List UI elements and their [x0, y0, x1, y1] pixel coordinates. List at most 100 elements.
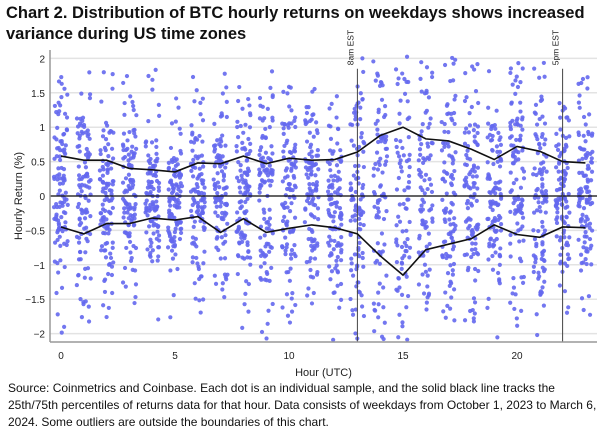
data-point: [218, 256, 223, 261]
data-point: [520, 198, 525, 203]
data-point: [400, 324, 405, 329]
data-point: [156, 188, 162, 193]
data-point: [359, 304, 365, 309]
data-point: [463, 162, 468, 167]
data-point: [462, 141, 468, 146]
data-point: [283, 193, 288, 198]
data-point: [130, 177, 135, 183]
data-point: [199, 205, 204, 210]
data-point: [493, 180, 498, 186]
data-point: [196, 266, 202, 272]
data-point: [494, 228, 499, 233]
data-point: [219, 215, 224, 220]
data-point: [381, 216, 387, 222]
data-point: [424, 244, 429, 249]
data-point: [474, 250, 480, 256]
data-point: [420, 272, 425, 277]
data-point: [419, 209, 424, 214]
data-point: [173, 163, 179, 168]
data-point: [154, 199, 159, 204]
data-point: [467, 110, 472, 116]
data-point: [589, 160, 595, 165]
data-point: [266, 308, 271, 313]
data-point: [417, 236, 422, 241]
data-point: [148, 244, 153, 249]
data-point: [192, 281, 197, 286]
data-point: [62, 86, 67, 91]
data-point: [198, 310, 203, 315]
data-point: [245, 240, 250, 245]
data-point: [327, 243, 332, 248]
data-point: [287, 278, 292, 283]
data-point: [270, 94, 275, 100]
data-point: [360, 97, 365, 102]
data-point: [394, 223, 399, 228]
data-point: [449, 295, 454, 300]
data-point: [376, 107, 381, 112]
data-point: [263, 135, 268, 140]
data-point: [398, 158, 403, 163]
data-point: [144, 206, 149, 212]
data-point: [61, 173, 66, 178]
data-point: [349, 256, 354, 261]
data-point: [397, 219, 403, 224]
data-point: [222, 294, 227, 300]
data-point: [531, 228, 536, 233]
data-point: [291, 173, 296, 179]
data-point: [303, 207, 308, 212]
data-point: [176, 105, 181, 110]
data-point: [581, 260, 586, 265]
data-point: [579, 296, 585, 301]
data-point: [469, 247, 475, 252]
data-point: [464, 126, 469, 131]
data-point: [124, 73, 130, 79]
data-point: [219, 235, 224, 240]
data-point: [360, 255, 365, 261]
data-point: [215, 153, 221, 158]
data-point: [127, 162, 132, 168]
data-point: [261, 207, 266, 212]
data-point: [520, 117, 525, 122]
data-point: [426, 291, 432, 296]
data-point: [407, 152, 412, 157]
data-point: [335, 254, 340, 260]
data-point: [332, 238, 337, 244]
data-point: [110, 86, 115, 91]
data-point: [512, 211, 517, 216]
data-point: [329, 269, 335, 274]
data-point: [445, 111, 450, 117]
data-point: [151, 223, 156, 228]
data-point: [350, 273, 356, 278]
data-point: [175, 202, 180, 207]
data-point: [586, 294, 592, 299]
data-point: [125, 231, 130, 236]
data-point: [559, 202, 564, 207]
data-point: [169, 190, 175, 196]
data-point: [533, 260, 538, 265]
data-point: [82, 160, 88, 165]
data-point: [314, 186, 319, 191]
data-point: [192, 99, 197, 104]
data-point: [353, 189, 358, 195]
data-point: [531, 264, 536, 269]
data-point: [190, 255, 195, 260]
data-point: [55, 312, 60, 317]
data-point: [154, 159, 159, 164]
data-point: [167, 232, 172, 237]
data-point: [244, 189, 250, 194]
data-point: [535, 332, 540, 338]
data-point: [173, 174, 178, 179]
data-point: [381, 305, 386, 310]
data-point: [282, 122, 287, 127]
data-point: [554, 165, 559, 170]
data-point: [406, 79, 411, 85]
data-point: [513, 91, 518, 96]
data-point: [352, 252, 357, 257]
data-point: [328, 277, 333, 282]
data-point: [450, 272, 455, 277]
data-point: [350, 214, 355, 219]
data-point: [428, 116, 433, 121]
data-point: [374, 215, 379, 220]
data-point: [122, 100, 127, 106]
data-point: [88, 214, 93, 219]
